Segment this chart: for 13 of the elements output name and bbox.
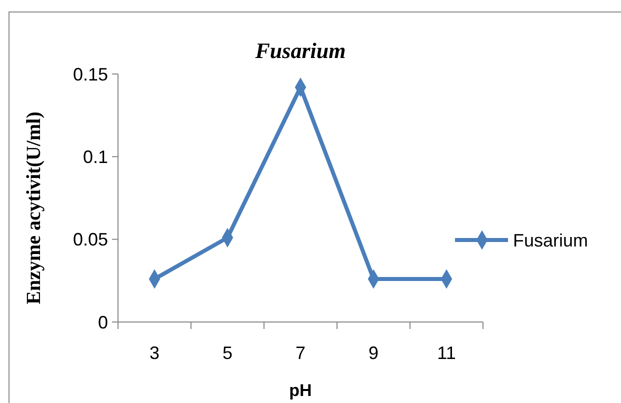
y-axis-title: Enzyme acytivit(U/ml) — [23, 112, 45, 304]
y-tick-label: 0.05 — [72, 230, 108, 250]
legend-label: Fusarium — [513, 230, 588, 250]
y-tick-label: 0.1 — [82, 146, 108, 167]
x-axis-title: pH — [289, 381, 312, 400]
x-tick-label: 9 — [368, 343, 379, 363]
chart-title: Fusarium — [254, 38, 346, 63]
x-tick-label: 3 — [149, 343, 160, 363]
y-tick-label: 0 — [98, 312, 108, 332]
x-tick-label: 5 — [222, 343, 233, 363]
y-tick-label: 0.15 — [72, 64, 108, 84]
x-tick-label: 11 — [437, 343, 456, 363]
x-tick-label: 7 — [295, 343, 306, 363]
